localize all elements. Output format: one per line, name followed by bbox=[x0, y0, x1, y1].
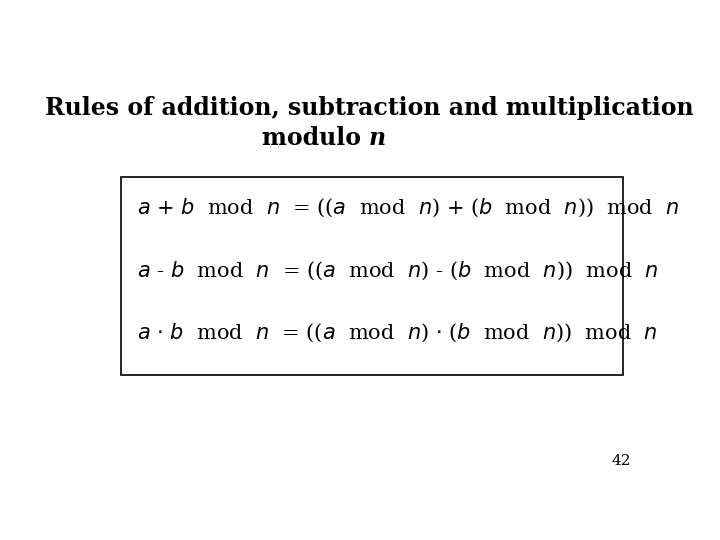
Text: 42: 42 bbox=[612, 454, 631, 468]
Text: $a$ - $b$  mod  $n$  = (($a$  mod  $n$) - ($b$  mod  $n$))  mod  $n$: $a$ - $b$ mod $n$ = (($a$ mod $n$) - ($b… bbox=[138, 259, 659, 282]
Text: modulo: modulo bbox=[262, 126, 369, 150]
Text: Rules of addition, subtraction and multiplication: Rules of addition, subtraction and multi… bbox=[45, 97, 693, 120]
Bar bbox=[121, 177, 623, 375]
Text: $a$ $\cdot$ $b$  mod  $n$  = (($a$  mod  $n$) $\cdot$ ($b$  mod  $n$))  mod  $n$: $a$ $\cdot$ $b$ mod $n$ = (($a$ mod $n$)… bbox=[138, 322, 658, 344]
Text: $a$ + $b$  mod  $n$  = (($a$  mod  $n$) + ($b$  mod  $n$))  mod  $n$: $a$ + $b$ mod $n$ = (($a$ mod $n$) + ($b… bbox=[138, 197, 680, 219]
Text: n: n bbox=[369, 126, 386, 150]
